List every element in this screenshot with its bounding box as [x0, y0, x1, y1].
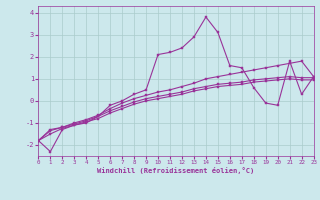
X-axis label: Windchill (Refroidissement éolien,°C): Windchill (Refroidissement éolien,°C) [97, 167, 255, 174]
